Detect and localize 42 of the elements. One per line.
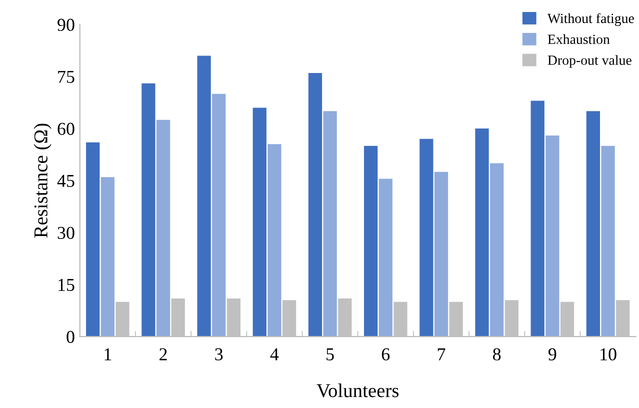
legend-label: Drop-out value — [548, 55, 632, 68]
y-tick-label: 15 — [58, 278, 74, 292]
bar — [212, 94, 226, 337]
bar — [546, 135, 560, 337]
x-tick-label: 6 — [382, 348, 390, 360]
x-tick-label: 10 — [600, 348, 616, 360]
bar — [86, 142, 100, 337]
bar — [197, 56, 211, 337]
bar — [378, 178, 392, 337]
y-tick-label: 45 — [57, 174, 74, 187]
x-tick-label: 3 — [215, 348, 223, 360]
bar — [490, 163, 504, 337]
legend-label: Exhaustion — [548, 34, 610, 44]
x-tick-label: 8 — [492, 348, 501, 360]
x-tick-label: 2 — [160, 348, 167, 360]
bar — [434, 172, 448, 337]
bar — [308, 73, 322, 337]
bar — [268, 144, 282, 337]
bar — [586, 111, 600, 337]
bar — [475, 128, 489, 337]
y-axis-title: Resistance (Ω) — [34, 124, 52, 238]
x-tick-label: 5 — [326, 348, 334, 360]
bar — [142, 83, 156, 337]
y-tick-label: 0 — [66, 330, 74, 344]
bar — [323, 111, 337, 337]
bar — [420, 138, 434, 337]
bar — [601, 146, 615, 337]
legend-label: Without fatigue — [547, 13, 634, 26]
x-tick-label: 7 — [438, 348, 446, 360]
bar — [364, 146, 378, 337]
y-tick-label: 75 — [58, 70, 74, 83]
x-axis-title: Volunteers — [316, 384, 399, 398]
x-tick-label: 1 — [104, 348, 112, 360]
y-tick-label: 60 — [58, 122, 74, 135]
y-tick-label: 90 — [58, 18, 74, 31]
bar — [252, 108, 266, 337]
bar — [156, 120, 170, 337]
x-tick-label: 9 — [548, 348, 556, 360]
x-tick-label: 4 — [270, 348, 279, 360]
bar — [100, 177, 114, 337]
bar — [530, 100, 544, 337]
y-tick-label: 30 — [58, 226, 74, 239]
